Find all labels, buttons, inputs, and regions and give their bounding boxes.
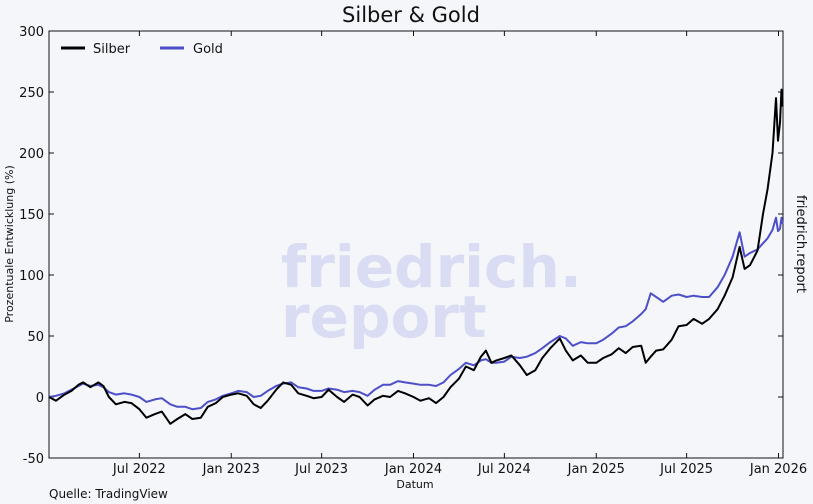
y-tick-label: 150 [19, 208, 44, 223]
source-label: Quelle: TradingView [49, 487, 168, 501]
y-tick-label: 0 [36, 391, 44, 406]
watermark-line-1: friedrich. [281, 233, 582, 301]
x-tick-label: Jan 2024 [384, 462, 442, 477]
y-tick-label: 200 [19, 147, 44, 162]
series-layer [48, 88, 784, 425]
site-label: friedrich.report [793, 195, 808, 293]
series-line-gold [48, 216, 784, 411]
x-tick-label: Jan 2025 [567, 462, 625, 477]
x-tick-label: Jul 2024 [477, 462, 531, 477]
x-axis-title: Datum [396, 478, 433, 491]
x-tick-label: Jan 2023 [202, 462, 260, 477]
y-tick-label: 50 [27, 330, 44, 345]
x-tick-label: Jul 2025 [659, 462, 713, 477]
x-tick-label: Jul 2023 [294, 462, 348, 477]
x-axis: Jul 2022 Jan 2023 Jul 2023 Jan 2024 Jul 2024… [112, 31, 807, 477]
series-line-silber [48, 88, 784, 425]
watermark-line-2: report [281, 283, 487, 351]
legend-label-silber: Silber [93, 42, 131, 57]
plot-area [48, 30, 784, 459]
legend-label-gold: Gold [193, 42, 223, 57]
y-axis-title: Prozentuale Entwicklung (%) [3, 165, 16, 323]
y-tick-label: 250 [19, 86, 44, 101]
chart-title: Silber & Gold [342, 3, 480, 27]
legend: Silber Gold [61, 42, 223, 57]
x-tick-label: Jul 2022 [112, 462, 166, 477]
y-axis: -50 0 50 100 150 200 250 300 [19, 25, 783, 467]
y-tick-label: 100 [19, 269, 44, 284]
y-tick-label: 300 [19, 25, 44, 40]
y-tick-label: -50 [23, 452, 44, 467]
x-tick-label: Jan 2026 [749, 462, 807, 477]
